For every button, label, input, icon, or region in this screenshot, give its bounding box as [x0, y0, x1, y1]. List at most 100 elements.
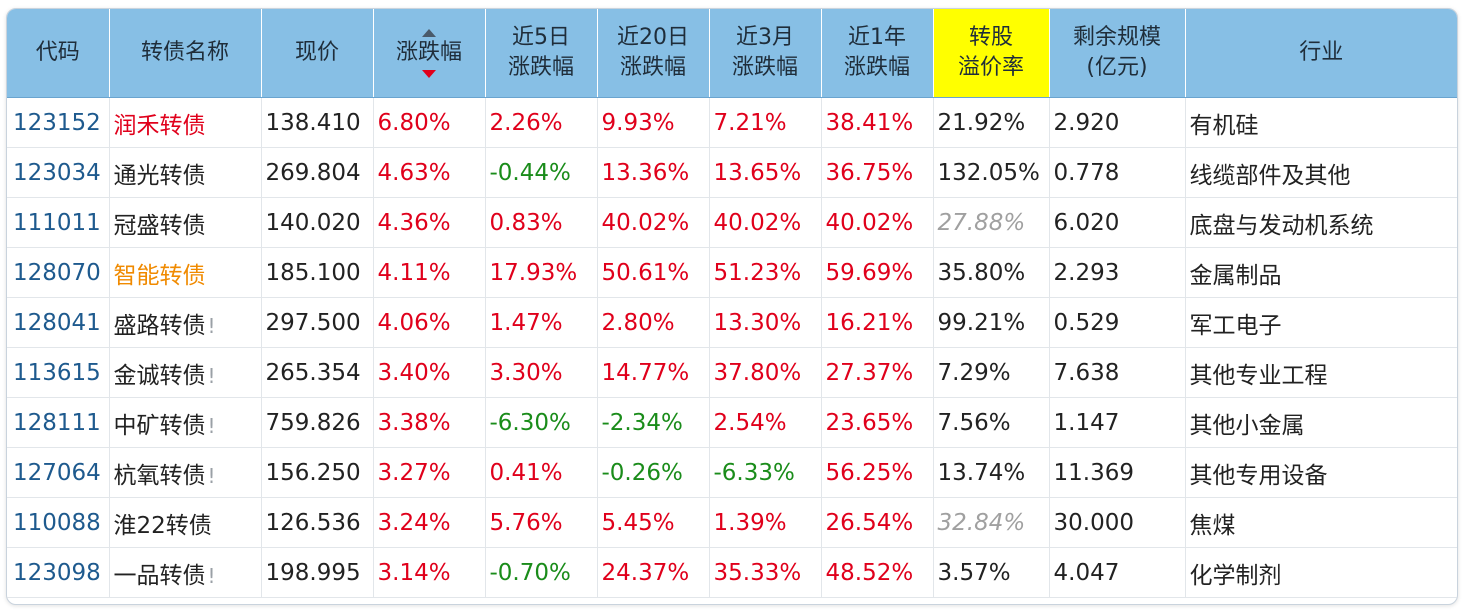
bond-name-link[interactable]: 一品转债 [113, 562, 206, 589]
d5-value: -0.44% [489, 159, 571, 186]
m3-value: 35.33% [713, 559, 802, 586]
column-header-d20[interactable]: 近20日 涨跌幅 [597, 9, 710, 98]
bond-name-link[interactable]: 冠盛转债 [113, 212, 206, 239]
d20-cell: 50.61% [597, 247, 710, 298]
m3-cell: 40.02% [709, 197, 822, 248]
d5-value: -0.70% [489, 559, 571, 586]
premium-value: 21.92% [937, 109, 1026, 136]
table-row[interactable]: 110088 淮22转债 126.536 3.24% 5.76% 5.45% 1.39% 26… [7, 497, 1457, 548]
table-row[interactable]: 128111 中矿转债! 759.826 3.38% -6.30% -2.34% 2.54%… [7, 397, 1457, 448]
industry-cell: 底盘与发动机系统 [1185, 197, 1457, 248]
y1-value: 23.65% [825, 409, 914, 436]
industry-cell: 化学制剂 [1185, 547, 1457, 598]
column-header-d5[interactable]: 近5日 涨跌幅 [485, 9, 598, 98]
bond-name-link[interactable]: 淮22转债 [113, 512, 212, 539]
d20-value: 2.80% [601, 309, 675, 336]
m3-value: 13.65% [713, 159, 802, 186]
y1-cell: 27.37% [821, 347, 934, 398]
industry-value: 其他专用设备 [1189, 462, 1328, 489]
m3-cell: 2.54% [709, 397, 822, 448]
bond-code-link[interactable]: 128041 [13, 309, 101, 336]
industry-value: 化学制剂 [1189, 562, 1282, 589]
change-value: 3.27% [377, 459, 451, 486]
column-header-label: 近20日 涨跌幅 [617, 17, 689, 89]
bond-code-link[interactable]: 111011 [13, 209, 101, 236]
column-header-text: 溢价率 [957, 55, 1024, 80]
column-header-text: 近20日 [617, 25, 689, 50]
bond-name-link[interactable]: 盛路转债 [113, 312, 206, 339]
bond-code-link[interactable]: 113615 [13, 359, 101, 386]
change-value: 3.38% [377, 409, 451, 436]
table-row[interactable]: 123098 一品转债! 198.995 3.14% -0.70% 24.37% 35.33… [7, 547, 1457, 598]
table-row[interactable]: 128070 智能转债 185.100 4.11% 17.93% 50.61% 51.23%… [7, 247, 1457, 298]
column-header-text: 涨跌幅 [843, 55, 910, 80]
price-value: 185.100 [265, 259, 361, 286]
y1-value: 40.02% [825, 209, 914, 236]
industry-value: 金属制品 [1189, 262, 1282, 289]
premium-value: 3.57% [937, 559, 1011, 586]
y1-value: 48.52% [825, 559, 914, 586]
change-value: 6.80% [377, 109, 451, 136]
table-row[interactable]: 128041 盛路转债! 297.500 4.06% 1.47% 2.80% 13.30% 1… [7, 297, 1457, 348]
size-cell: 1.147 [1049, 397, 1186, 448]
m3-value: 51.23% [713, 259, 802, 286]
d20-value: 40.02% [601, 209, 690, 236]
warning-mark-icon: ! [207, 363, 216, 388]
change-value: 4.06% [377, 309, 451, 336]
table-row[interactable]: 111011 冠盛转债 140.020 4.36% 0.83% 40.02% 40.02% 4… [7, 197, 1457, 248]
column-header-name[interactable]: 转债名称 [109, 9, 262, 98]
price-value: 269.804 [265, 159, 361, 186]
bond-name-link[interactable]: 智能转债 [113, 262, 206, 289]
bond-name-link[interactable]: 润禾转债 [113, 112, 206, 139]
bond-name-cell: 杭氧转债! [109, 447, 262, 498]
industry-value: 军工电子 [1189, 312, 1282, 339]
column-header-label: 现价 [295, 32, 339, 74]
table-row[interactable]: 113615 金诚转债! 265.354 3.40% 3.30% 14.77% 37.80%… [7, 347, 1457, 398]
bond-code-link[interactable]: 123152 [13, 109, 101, 136]
table-row[interactable]: 127064 杭氧转债! 156.250 3.27% 0.41% -0.26% -6.33%… [7, 447, 1457, 498]
size-cell: 11.369 [1049, 447, 1186, 498]
bond-code-cell: 128111 [7, 397, 110, 448]
industry-cell: 金属制品 [1185, 247, 1457, 298]
premium-cell: 13.74% [933, 447, 1050, 498]
column-header-price[interactable]: 现价 [261, 9, 374, 98]
bond-code-link[interactable]: 127064 [13, 459, 101, 486]
bond-code-link[interactable]: 110088 [13, 509, 101, 536]
column-header-label: 近5日 涨跌幅 [508, 17, 574, 89]
change-value: 4.36% [377, 209, 451, 236]
premium-value: 7.56% [937, 409, 1011, 436]
column-header-premium[interactable]: 转股 溢价率 [933, 9, 1050, 98]
bond-name-link[interactable]: 中矿转债 [113, 412, 206, 439]
column-header-change[interactable]: 涨跌幅 [373, 9, 486, 98]
column-header-size[interactable]: 剩余规模 (亿元) [1049, 9, 1186, 98]
m3-cell: -6.33% [709, 447, 822, 498]
price-value: 198.995 [265, 559, 361, 586]
sort-ascending-icon[interactable] [421, 28, 436, 37]
bond-code-link[interactable]: 123098 [13, 559, 101, 586]
sort-descending-icon[interactable] [421, 69, 436, 78]
column-header-industry[interactable]: 行业 [1185, 9, 1457, 98]
price-value: 138.410 [265, 109, 361, 136]
bond-code-link[interactable]: 128070 [13, 259, 101, 286]
d20-cell: 24.37% [597, 547, 710, 598]
bond-name-link[interactable]: 金诚转债 [113, 362, 206, 389]
bond-code-cell: 111011 [7, 197, 110, 248]
table-header-row: 代码 转债名称 现价 涨跌幅 近5日 涨跌幅 近20日 涨跌幅 近3月 涨跌幅 近1年 涨跌幅 转股 溢价… [7, 9, 1457, 98]
bond-name-cell: 冠盛转债 [109, 197, 262, 248]
table-row[interactable]: 123152 润禾转债 138.410 6.80% 2.26% 9.93% 7.21% 38.… [7, 97, 1457, 148]
bond-name-link[interactable]: 杭氧转债 [113, 462, 206, 489]
premium-value: 27.88% [937, 209, 1026, 236]
column-header-y1[interactable]: 近1年 涨跌幅 [821, 9, 934, 98]
price-cell: 269.804 [261, 147, 374, 198]
table-row[interactable]: 123034 通光转债 269.804 4.63% -0.44% 13.36% 13.65%… [7, 147, 1457, 198]
bond-code-link[interactable]: 123034 [13, 159, 101, 186]
m3-value: 2.54% [713, 409, 787, 436]
d20-value: 5.45% [601, 509, 675, 536]
column-header-code[interactable]: 代码 [7, 9, 110, 98]
price-cell: 138.410 [261, 97, 374, 148]
d20-value: 9.93% [601, 109, 675, 136]
bond-code-link[interactable]: 128111 [13, 409, 101, 436]
y1-cell: 16.21% [821, 297, 934, 348]
column-header-m3[interactable]: 近3月 涨跌幅 [709, 9, 822, 98]
bond-name-link[interactable]: 通光转债 [113, 162, 206, 189]
